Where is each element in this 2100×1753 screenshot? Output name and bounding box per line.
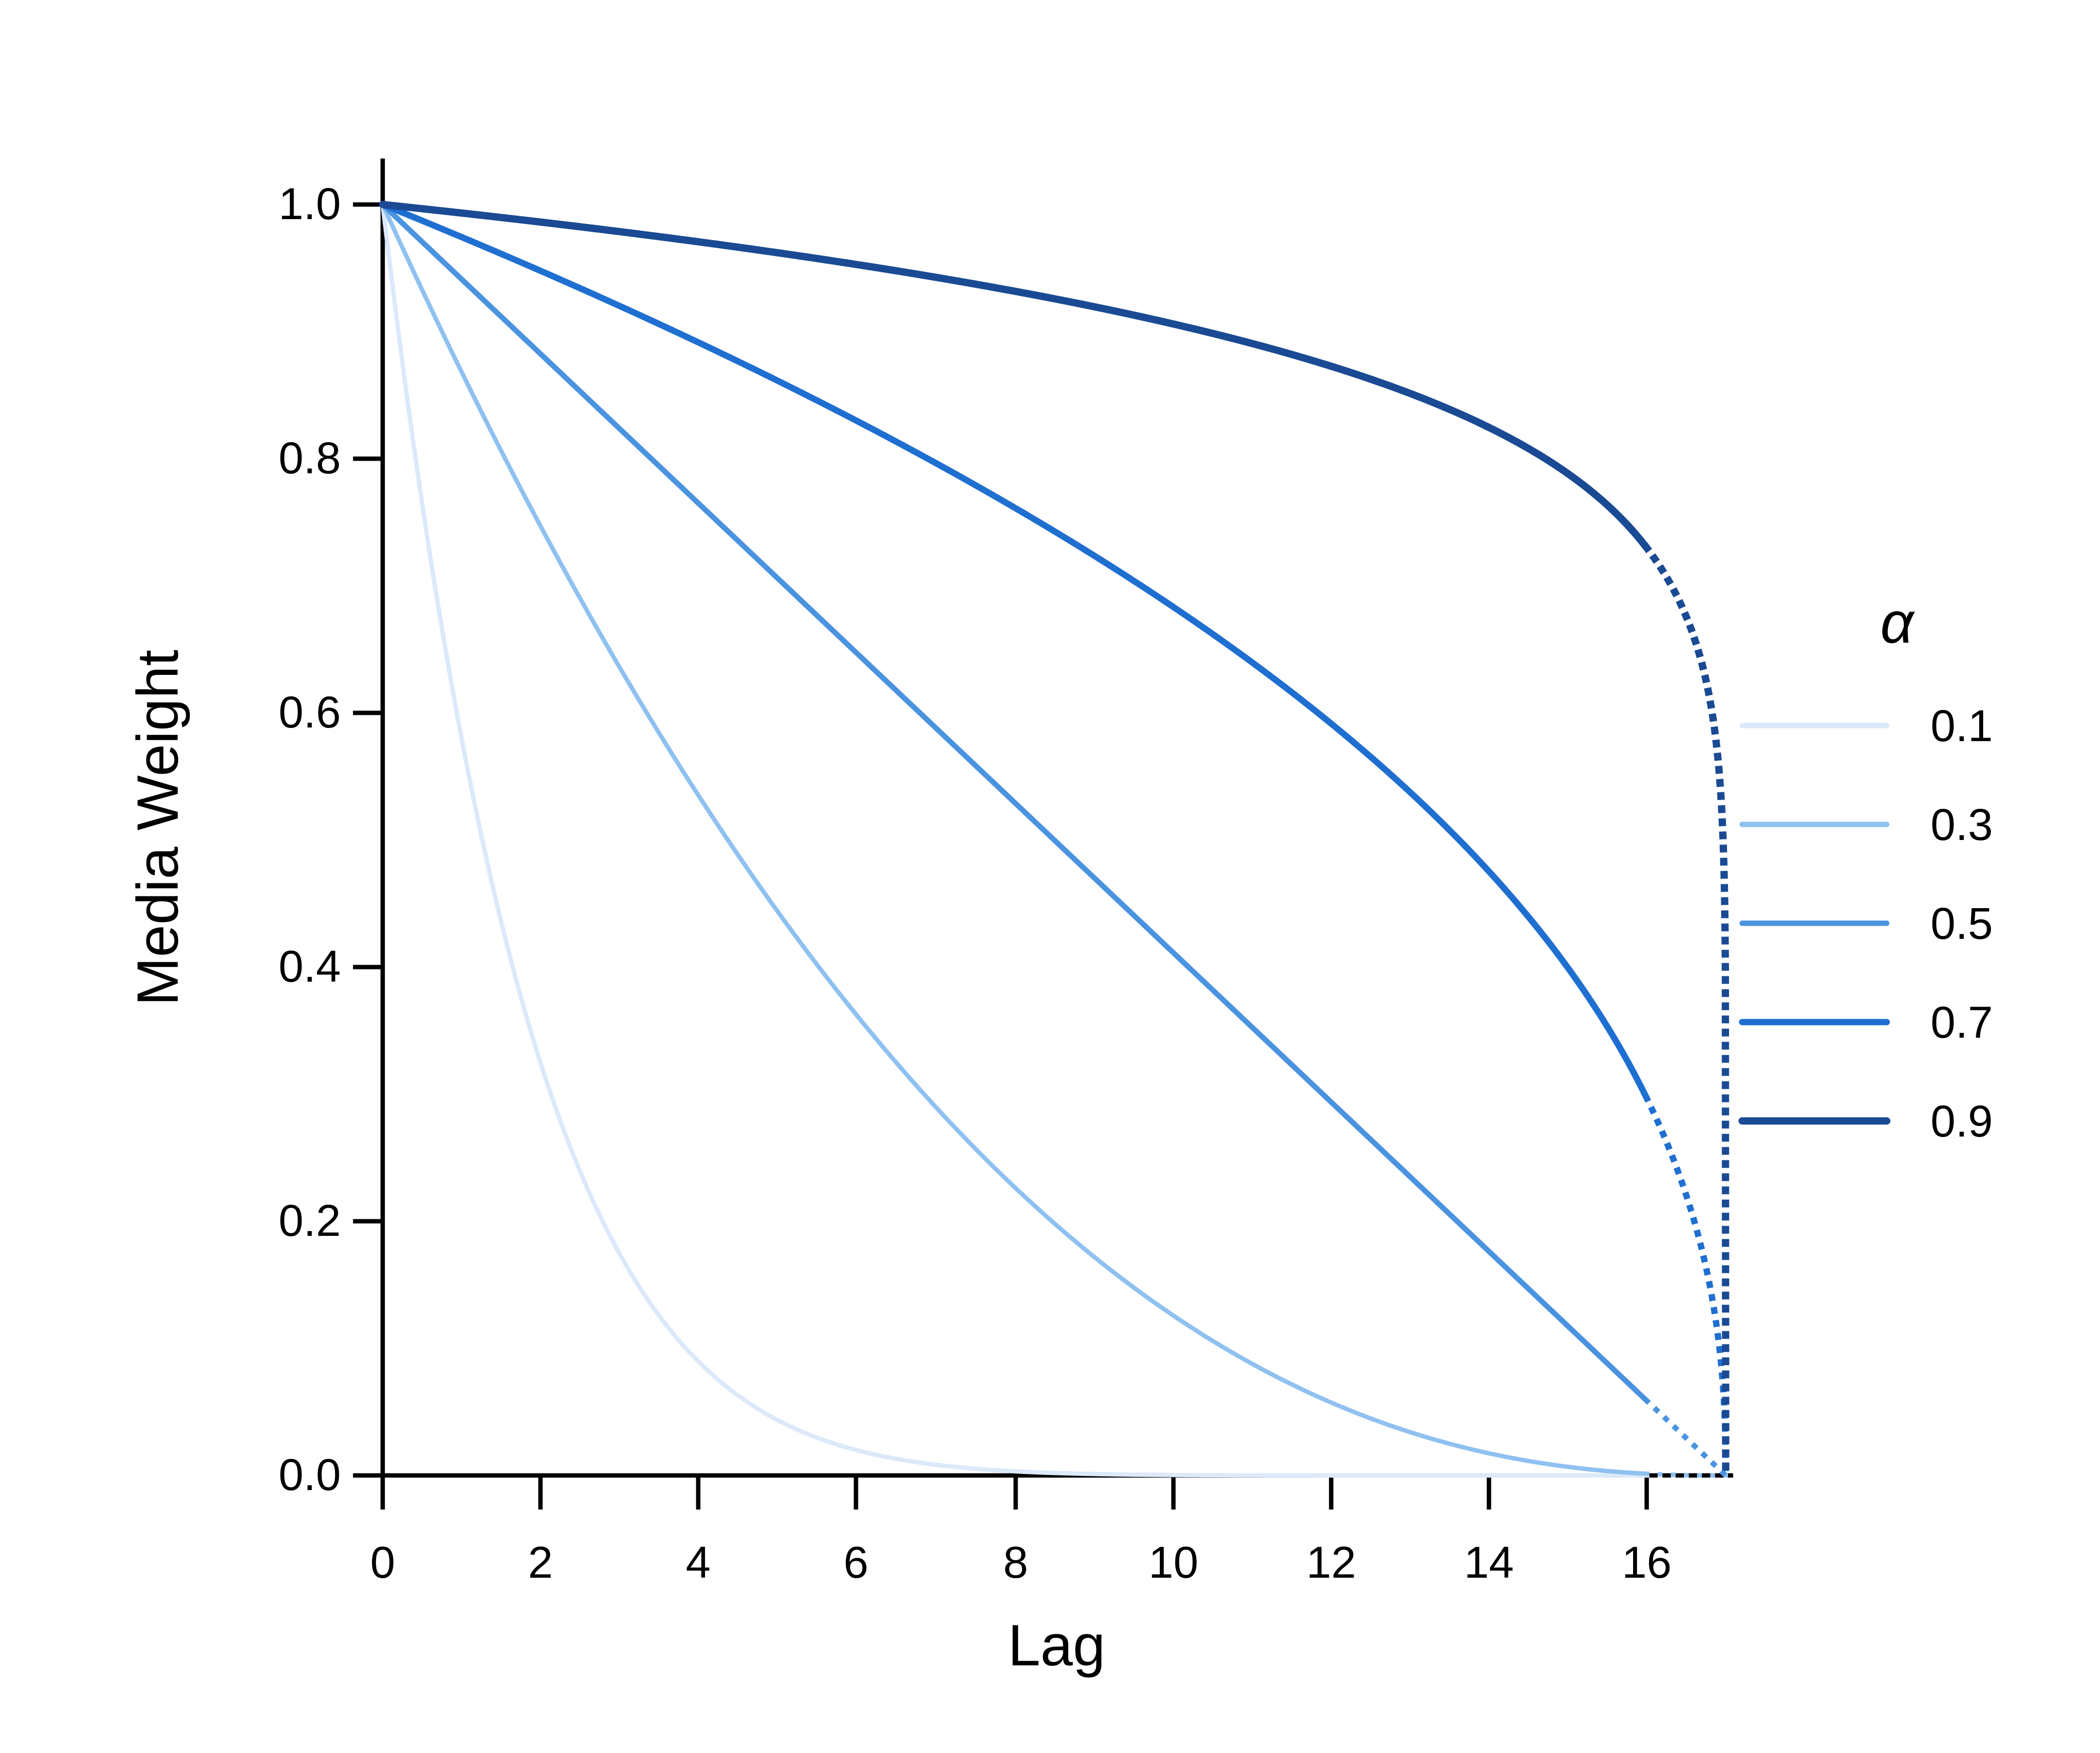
svg-text:6: 6 (843, 1538, 868, 1587)
svg-text:0.1: 0.1 (1931, 701, 1993, 751)
svg-text:0.3: 0.3 (1931, 800, 1993, 850)
svg-text:10: 10 (1149, 1538, 1198, 1587)
svg-text:16: 16 (1622, 1538, 1672, 1587)
svg-text:2: 2 (528, 1538, 553, 1587)
svg-text:0: 0 (370, 1538, 395, 1587)
svg-text:Media Weight: Media Weight (125, 650, 190, 1006)
svg-text:0.2: 0.2 (279, 1196, 341, 1246)
svg-text:1.0: 1.0 (279, 179, 341, 229)
svg-text:0.5: 0.5 (1931, 899, 1993, 949)
svg-text:12: 12 (1306, 1538, 1356, 1587)
svg-text:0.0: 0.0 (279, 1450, 341, 1500)
svg-text:Lag: Lag (1008, 1613, 1105, 1678)
svg-text:14: 14 (1464, 1538, 1514, 1587)
svg-text:8: 8 (1003, 1538, 1028, 1587)
svg-text:0.8: 0.8 (279, 433, 341, 483)
svg-text:0.7: 0.7 (1931, 998, 1993, 1047)
svg-text:0.9: 0.9 (1931, 1097, 1993, 1146)
svg-text:α: α (1880, 590, 1915, 655)
svg-text:4: 4 (686, 1538, 710, 1587)
svg-text:0.6: 0.6 (279, 688, 341, 737)
svg-text:0.4: 0.4 (279, 942, 341, 991)
